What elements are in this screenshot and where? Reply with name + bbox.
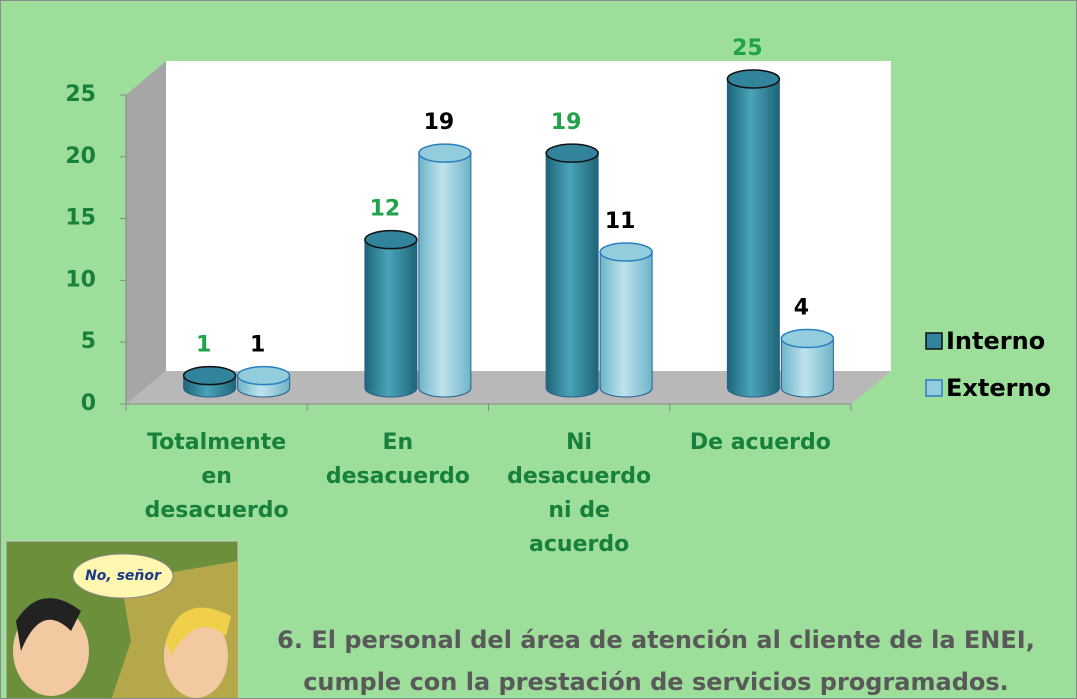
cylinder-top [364,229,418,250]
cylinder-top [726,69,781,89]
cylinder-top [599,242,653,262]
cylinder-top [780,328,835,349]
chart-title: 6. El personal del área de atención al c… [277,626,1035,696]
cylinder [726,69,781,398]
x-tick-label: De acuerdo [689,430,831,455]
hair-right [166,607,231,656]
legend-swatch [925,332,943,350]
floor [126,371,891,404]
x-tick-label: Ni desacuerdo ni de acuerdo [507,430,652,557]
y-tick-label: 0 [81,391,96,416]
value-label: 19 [424,110,455,135]
legend-swatch [925,379,943,397]
back-wall [166,61,891,371]
bubble-text: No, señor [85,568,162,584]
y-tick-label: 5 [81,329,96,354]
cylinder-cover [600,252,652,388]
x-tick-label: Totalmente en desacuerdo [144,430,289,523]
cylinder-cover [365,239,417,388]
cylinder [364,229,418,398]
value-label: 4 [794,296,809,321]
cylinder-cover [727,79,779,388]
cylinder-cover [419,153,471,388]
value-label: 1 [196,333,211,358]
legend-label: Externo [946,374,1051,402]
y-tick-label: 25 [65,82,96,107]
cylinder [780,328,835,398]
value-label: 1 [250,333,265,358]
cylinder-top [182,365,237,386]
cylinder-top [418,143,472,163]
x-tick-label: En desacuerdo [325,430,470,489]
legend-label: Interno [946,327,1045,355]
y-tick-label: 10 [65,267,96,292]
cylinder [182,365,237,398]
value-label: 25 [732,36,763,61]
value-label: 19 [551,110,582,135]
speech-bubble [72,553,174,599]
value-label: 12 [370,197,401,222]
cylinder [545,143,599,398]
y-tick-label: 20 [65,144,96,169]
cylinder-top [545,143,599,163]
cylinder [418,143,472,398]
value-label: 11 [605,209,636,234]
side-wall [126,61,166,404]
hair-left [16,598,81,651]
illustration: No, señor [5,540,239,698]
cylinder [236,365,291,398]
y-tick-label: 15 [65,206,96,231]
cylinder-cover [546,153,598,388]
cylinder [599,242,653,398]
cylinder-top [236,365,291,386]
